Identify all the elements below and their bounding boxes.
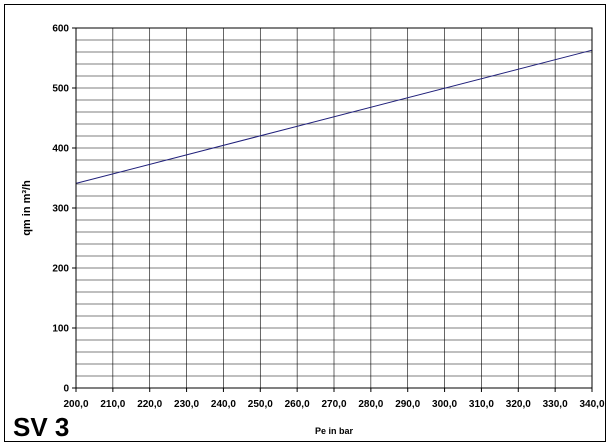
- x-tick-label: 330,0: [543, 399, 568, 410]
- x-tick-label: 340,0: [579, 399, 604, 410]
- x-tick-label: 280,0: [358, 399, 383, 410]
- x-tick-label: 220,0: [137, 399, 162, 410]
- x-tick-label: 300,0: [432, 399, 457, 410]
- series: [75, 49, 593, 184]
- x-tick-label: 320,0: [506, 399, 531, 410]
- y-tick-labels: 0 100 200 300 400 500 600: [52, 24, 76, 395]
- y-tick-label: 300: [52, 204, 69, 215]
- x-tick-labels: 200,0 210,0 220,0 230,0 240,0 250,0 260,0 270,0…: [63, 388, 605, 410]
- x-tick-label: 250,0: [248, 399, 273, 410]
- x-tick-label: 260,0: [285, 399, 310, 410]
- y-tick-label: 100: [52, 324, 69, 335]
- x-tick-label: 200,0: [63, 399, 88, 410]
- y-tick-label: 200: [52, 264, 69, 275]
- series-line-0: [75, 49, 593, 184]
- y-axis-title: qm in m³/h: [21, 180, 33, 236]
- chart-frame: [4, 4, 606, 442]
- x-tick-label: 210,0: [100, 399, 125, 410]
- x-tick-label: 230,0: [174, 399, 199, 410]
- grid: [76, 28, 592, 388]
- x-tick-label: 290,0: [395, 399, 420, 410]
- y-tick-label: 0: [63, 384, 69, 395]
- y-tick-label: 400: [52, 144, 69, 155]
- y-tick-label: 600: [52, 24, 69, 35]
- x-tick-label: 310,0: [469, 399, 494, 410]
- y-tick-label: 500: [52, 84, 69, 95]
- x-tick-label: 270,0: [321, 399, 346, 410]
- chart-label: SV 3: [13, 412, 70, 442]
- x-axis-title: Pe in bar: [315, 426, 354, 436]
- x-tick-label: 240,0: [211, 399, 236, 410]
